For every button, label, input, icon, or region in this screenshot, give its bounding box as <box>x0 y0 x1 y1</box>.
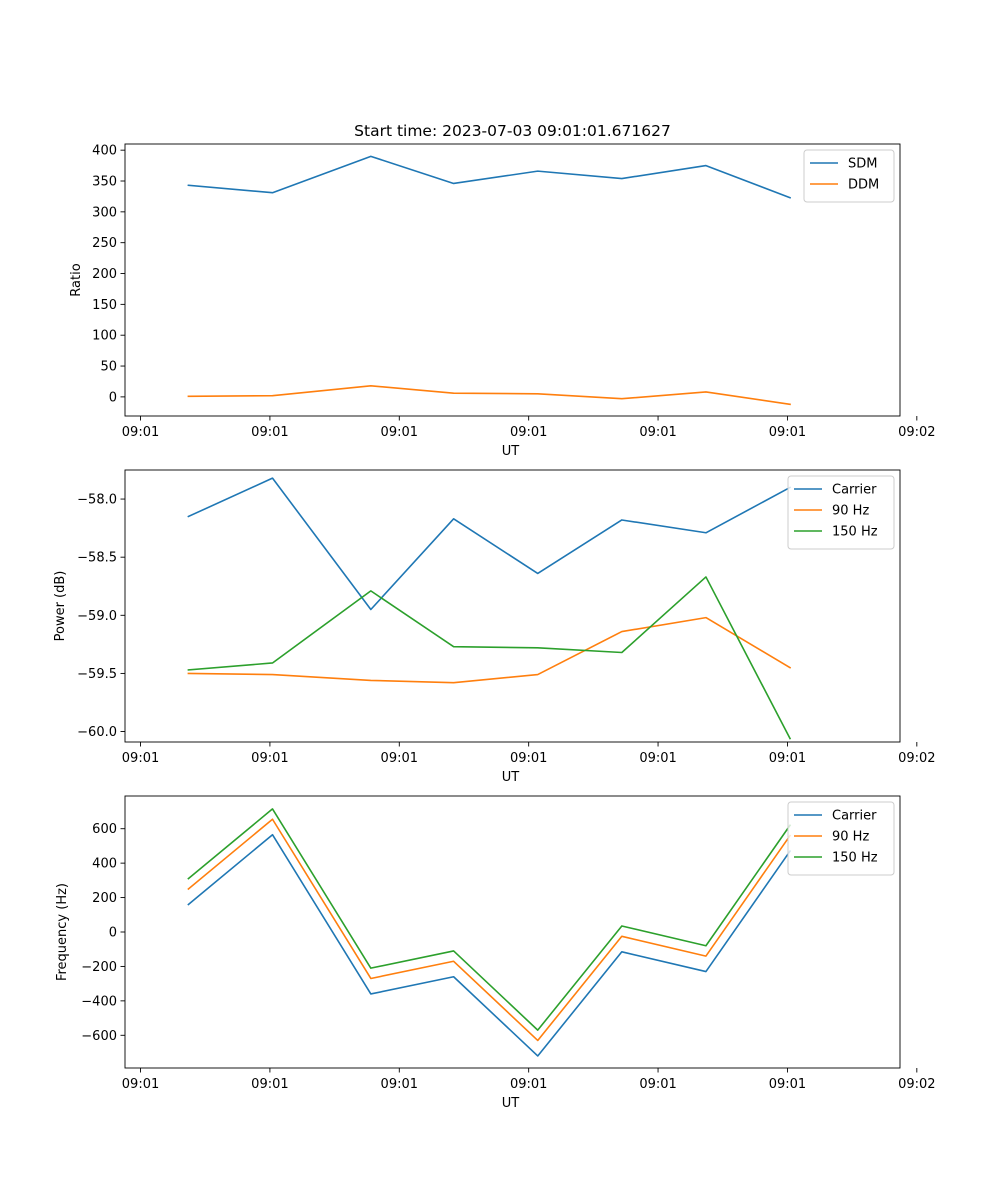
y-tick-label: −400 <box>81 994 117 1009</box>
y-tick-label: 400 <box>92 144 117 159</box>
x-tick-label: 09:01 <box>381 425 418 440</box>
x-tick-label: 09:01 <box>381 751 418 766</box>
x-tick-label: 09:01 <box>251 1077 288 1092</box>
x-tick-label: 09:01 <box>639 1077 676 1092</box>
x-tick-label: 09:01 <box>122 1077 159 1092</box>
x-tick-label: 09:02 <box>898 751 935 766</box>
y-tick-label: 0 <box>109 926 117 941</box>
legend-label: 150 Hz <box>832 525 878 540</box>
x-tick-label: 09:02 <box>898 1077 935 1092</box>
axes-frame <box>124 469 901 743</box>
y-tick-label: 300 <box>92 205 117 220</box>
y-tick-label: −200 <box>81 960 117 975</box>
legend-label: Carrier <box>832 483 877 498</box>
axes-frame <box>124 143 901 417</box>
y-tick-label: −60.0 <box>77 725 117 740</box>
y-tick-label: −58.5 <box>77 551 117 566</box>
x-tick-label: 09:01 <box>639 751 676 766</box>
y-tick-label: −600 <box>81 1029 117 1044</box>
series-line-150-hz <box>187 808 792 1031</box>
y-tick-label: −59.0 <box>77 609 117 624</box>
legend: Carrier 90 Hz 150 Hz <box>787 801 895 876</box>
x-tick-label: 09:01 <box>122 751 159 766</box>
chart-title: Start time: 2023-07-03 09:01:01.671627 <box>354 122 671 140</box>
x-tick-label: 09:01 <box>639 425 676 440</box>
y-tick-label: 50 <box>100 360 117 375</box>
x-tick-label: 09:01 <box>251 751 288 766</box>
y-tick-label: 200 <box>92 891 117 906</box>
x-axis-label: UT <box>502 770 520 785</box>
x-tick-label: 09:01 <box>510 751 547 766</box>
y-tick-label: 400 <box>92 857 117 872</box>
legend-label: SDM <box>848 157 877 172</box>
series-line-carrier <box>187 477 792 611</box>
x-tick-label: 09:01 <box>381 1077 418 1092</box>
x-axis-label: UT <box>502 444 520 459</box>
plot-area <box>125 470 900 742</box>
legend-label: DDM <box>848 178 879 193</box>
y-tick-label: 250 <box>92 236 117 251</box>
x-tick-label: 09:01 <box>769 425 806 440</box>
y-tick-label: 100 <box>92 329 117 344</box>
y-axis-label: Power (dB) <box>53 571 68 642</box>
subplot-2: 09:01 09:01 09:01 09:01 09:01 09:01 09:02 −58.0… <box>53 469 936 785</box>
axes-frame <box>124 795 901 1069</box>
y-tick-label: 0 <box>109 390 117 405</box>
series-line-sdm <box>187 155 792 199</box>
legend-label: 90 Hz <box>832 830 869 845</box>
plot-area <box>125 144 900 416</box>
x-tick-label: 09:01 <box>769 751 806 766</box>
x-tick-label: 09:01 <box>510 425 547 440</box>
subplot-1: 09:01 09:01 09:01 09:01 09:01 09:01 09:02 0 50 10… <box>69 122 936 459</box>
x-tick-label: 09:01 <box>769 1077 806 1092</box>
x-tick-label: 09:01 <box>251 425 288 440</box>
x-axis-label: UT <box>502 1096 520 1111</box>
legend-label: Carrier <box>832 809 877 824</box>
legend-label: 150 Hz <box>832 851 878 866</box>
y-axis-label: Ratio <box>69 263 84 296</box>
y-tick-label: −59.5 <box>77 667 117 682</box>
legend-label: 90 Hz <box>832 504 869 519</box>
x-tick-label: 09:02 <box>898 425 935 440</box>
series-line-carrier <box>187 833 792 1057</box>
plot-area <box>125 796 900 1068</box>
y-tick-label: −58.0 <box>77 493 117 508</box>
series-line-90-hz <box>187 818 792 1042</box>
y-tick-label: 200 <box>92 267 117 282</box>
y-axis-label: Frequency (Hz) <box>55 883 70 981</box>
y-tick-label: 150 <box>92 298 117 313</box>
series-line-150-hz <box>187 576 792 740</box>
y-tick-label: 600 <box>92 822 117 837</box>
x-tick-label: 09:01 <box>510 1077 547 1092</box>
legend: Carrier 90 Hz 150 Hz <box>787 475 895 550</box>
y-tick-label: 350 <box>92 175 117 190</box>
subplot-3: 09:01 09:01 09:01 09:01 09:01 09:01 09:02 600 40… <box>55 795 936 1111</box>
series-line-ddm <box>187 384 791 406</box>
legend: SDM DDM <box>803 149 895 203</box>
x-tick-label: 09:01 <box>122 425 159 440</box>
series-line-90-hz <box>187 616 792 684</box>
